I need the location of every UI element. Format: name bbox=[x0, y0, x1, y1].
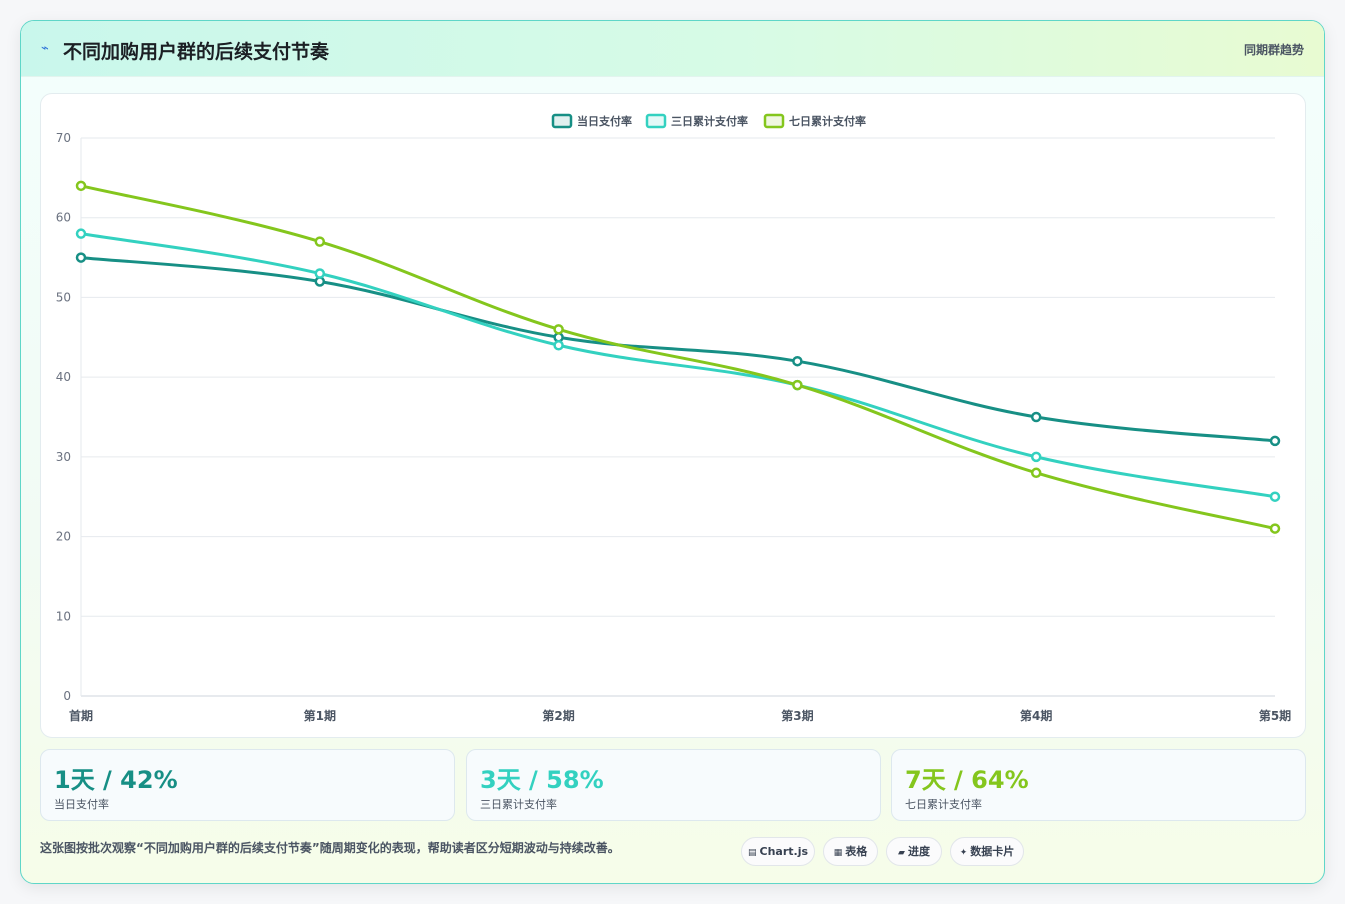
stat-label: 七日累计支付率 bbox=[905, 798, 982, 811]
chart-footnote: 这张图按批次观察“不同加购用户群的后续支付节奏”随周期变化的表现，帮助读者区分短… bbox=[40, 841, 620, 855]
stat-card-day3: 3天 / 58% 三日累计支付率 bbox=[466, 749, 881, 821]
chip-data-cards[interactable]: ✦ 数据卡片 bbox=[950, 837, 1024, 866]
chip-label: 表格 bbox=[845, 845, 868, 858]
data-point bbox=[1269, 435, 1281, 447]
legend-swatch bbox=[551, 113, 573, 129]
chip-label: Chart.js bbox=[759, 845, 809, 858]
series-line-3 bbox=[80, 184, 1276, 531]
data-point bbox=[1030, 467, 1042, 479]
x-tick-label: 第3期 bbox=[781, 708, 813, 723]
y-tick-label: 70 bbox=[56, 131, 71, 145]
data-point bbox=[792, 355, 803, 367]
y-tick-label: 60 bbox=[56, 211, 71, 225]
table-icon: ▦ bbox=[833, 848, 843, 858]
x-tick-label: 第2期 bbox=[542, 708, 574, 723]
chip-progress[interactable]: ▰ 进度 bbox=[886, 837, 942, 866]
data-point bbox=[1269, 523, 1281, 534]
data-point bbox=[792, 379, 803, 391]
y-tick-label: 10 bbox=[56, 609, 71, 623]
data-point bbox=[1269, 491, 1281, 502]
line-chart: 0 10 20 30 40 50 60 70 首期 第1期 第2期 第3期 第4期 第5期 当日支付率 三日累… bbox=[56, 113, 1291, 723]
sparkle-icon: ✦ bbox=[959, 848, 968, 858]
stat-value: 3天 / 58% bbox=[480, 766, 604, 794]
data-point bbox=[314, 236, 326, 247]
card-title: 不同加购用户群的后续支付节奏 bbox=[63, 41, 330, 63]
legend-label: 三日累计支付率 bbox=[671, 114, 748, 128]
x-tick-label: 第5期 bbox=[1259, 708, 1291, 723]
chart-icon: ▤ bbox=[747, 848, 757, 858]
data-point bbox=[1030, 411, 1042, 423]
data-point bbox=[314, 268, 326, 279]
data-point bbox=[75, 228, 87, 239]
x-tick-label: 首期 bbox=[69, 708, 93, 723]
stat-card-day7: 7天 / 64% 七日累计支付率 bbox=[891, 749, 1306, 821]
progress-icon: ▰ bbox=[898, 848, 905, 858]
y-tick-label: 20 bbox=[56, 530, 71, 544]
chip-label: 数据卡片 bbox=[970, 845, 1015, 858]
data-point bbox=[1030, 451, 1042, 463]
chip-label: 进度 bbox=[907, 845, 930, 858]
series-line-1 bbox=[80, 256, 1276, 443]
chip-chartjs[interactable]: ▤ Chart.js bbox=[741, 837, 815, 866]
card-header: ⌁ 不同加购用户群的后续支付节奏 同期群趋势 bbox=[21, 21, 1324, 77]
x-tick-label: 第1期 bbox=[304, 708, 336, 723]
cohort-card: ⌁ 不同加购用户群的后续支付节奏 同期群趋势 0 10 20 30 40 50 60 70 首期… bbox=[20, 20, 1325, 884]
legend-label: 当日支付率 bbox=[577, 114, 632, 128]
data-point bbox=[553, 340, 564, 351]
y-tick-label: 30 bbox=[56, 450, 71, 464]
chart-panel: 0 10 20 30 40 50 60 70 首期 第1期 第2期 第3期 第4期 第5期 当日支付率 三日累… bbox=[40, 93, 1306, 738]
x-tick-label: 第4期 bbox=[1020, 708, 1052, 723]
y-tick-label: 40 bbox=[56, 370, 71, 384]
stat-cards: 1天 / 42% 当日支付率 3天 / 58% 三日累计支付率 7天 / 64%… bbox=[40, 749, 1306, 821]
stat-value: 1天 / 42% bbox=[54, 766, 178, 794]
legend-label: 七日累计支付率 bbox=[789, 114, 866, 128]
y-tick-label: 50 bbox=[56, 290, 71, 304]
chip-table[interactable]: ▦ 表格 bbox=[823, 837, 878, 866]
legend-swatch bbox=[645, 113, 667, 129]
y-tick-label: 0 bbox=[63, 689, 71, 703]
cohort-trend-link[interactable]: 同期群趋势 bbox=[1243, 43, 1304, 57]
bolt-icon: ⌁ bbox=[41, 41, 49, 56]
data-point bbox=[75, 252, 87, 263]
data-point bbox=[75, 180, 87, 192]
stat-value: 7天 / 64% bbox=[905, 766, 1029, 794]
data-point bbox=[553, 324, 564, 335]
series-line-2 bbox=[80, 232, 1276, 499]
stat-card-day1: 1天 / 42% 当日支付率 bbox=[40, 749, 455, 821]
stat-label: 当日支付率 bbox=[54, 798, 109, 811]
legend-swatch bbox=[763, 113, 785, 129]
stat-label: 三日累计支付率 bbox=[480, 798, 557, 811]
